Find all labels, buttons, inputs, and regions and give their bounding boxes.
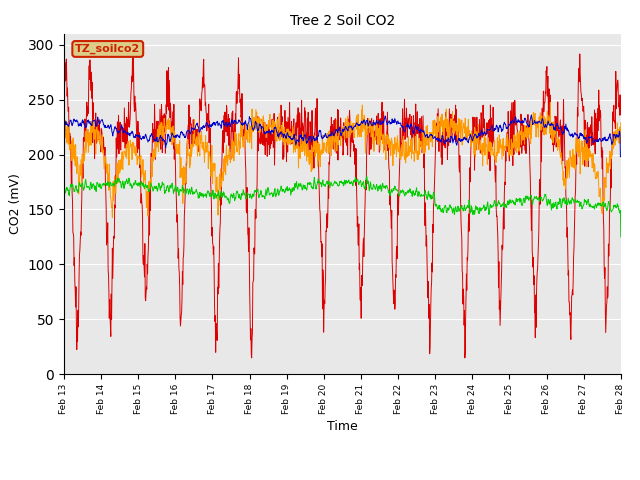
Line: Tree2 -2cm: Tree2 -2cm [64,47,621,358]
Tree2 -4cm [617,120,625,126]
Tree2 -2cm [617,112,625,118]
Tree2 -2cm [429,202,437,207]
Tree2 -2cm [184,122,192,128]
Tree2 -4cm [109,215,116,220]
Y-axis label: CO2 (mV): CO2 (mV) [10,174,22,234]
Tree2 -16cm [246,115,254,121]
Line: Tree2 -8cm: Tree2 -8cm [64,177,621,237]
Tree2 -4cm [171,130,179,135]
Tree2 -8cm [184,187,191,192]
Tree2 -4cm [552,131,559,136]
Tree2 -8cm [363,174,371,180]
Tree2 -16cm [502,121,509,127]
Tree2 -8cm [246,192,254,198]
Tree2 -4cm [60,131,68,136]
Tree2 -8cm [502,204,509,210]
Title: Tree 2 Soil CO2: Tree 2 Soil CO2 [290,14,395,28]
Tree2 -2cm [248,355,255,361]
Tree2 -2cm [246,337,254,343]
Tree2 -4cm [502,142,509,148]
Tree2 -16cm [551,127,559,133]
Tree2 -16cm [184,128,191,133]
Tree2 -16cm [60,154,68,160]
Tree2 -8cm [617,234,625,240]
Line: Tree2 -4cm: Tree2 -4cm [64,103,621,217]
Tree2 -2cm [502,144,510,150]
Tree2 -8cm [60,234,68,240]
Tree2 -4cm [547,100,554,106]
Text: TZ_soilco2: TZ_soilco2 [75,44,140,54]
Tree2 -2cm [60,89,68,95]
Tree2 -16cm [170,134,178,140]
Tree2 -2cm [171,144,179,150]
Tree2 -2cm [552,115,559,121]
Tree2 -16cm [617,154,625,160]
Tree2 -2cm [129,44,137,49]
Tree2 -4cm [246,123,254,129]
Tree2 -4cm [429,118,437,123]
Tree2 -8cm [170,188,178,194]
Tree2 -4cm [184,152,192,158]
Tree2 -8cm [551,202,559,208]
Tree2 -16cm [429,135,436,141]
Tree2 -16cm [527,112,535,118]
X-axis label: Time: Time [327,420,358,433]
Line: Tree2 -16cm: Tree2 -16cm [64,115,621,157]
Tree2 -8cm [429,191,437,197]
